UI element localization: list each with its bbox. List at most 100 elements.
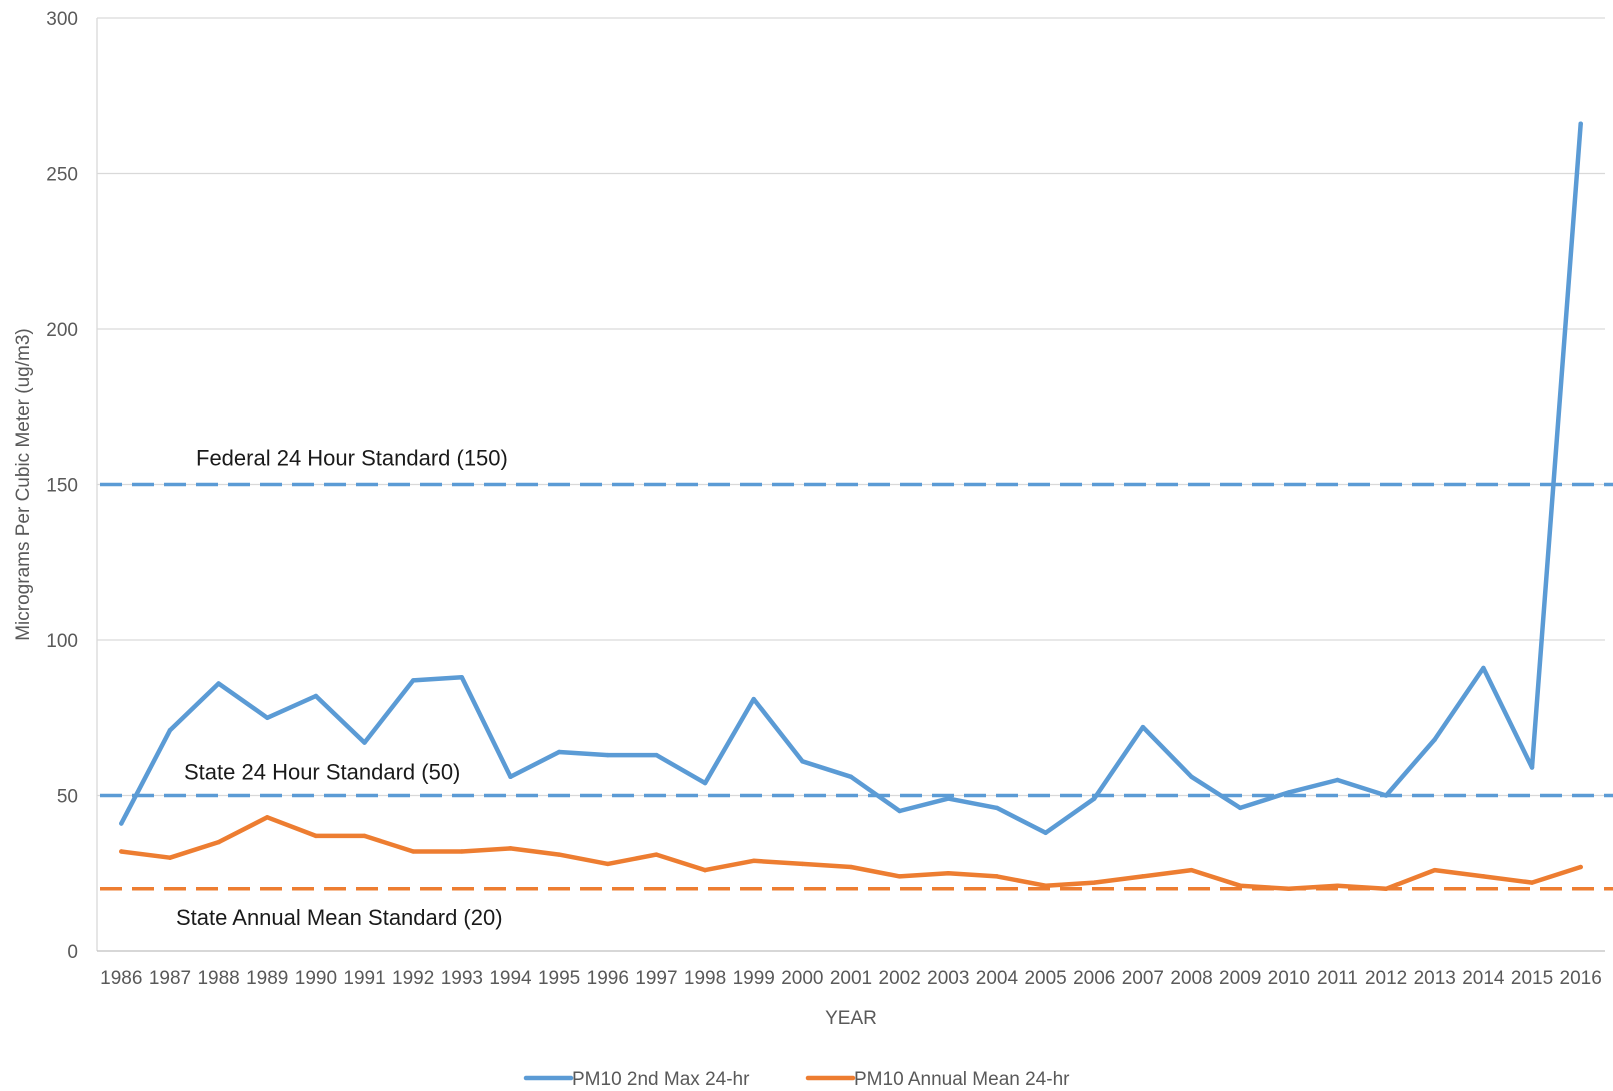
x-tick-label: 2014 bbox=[1462, 968, 1505, 989]
y-tick-label: 250 bbox=[46, 165, 78, 186]
x-axis-title: YEAR bbox=[825, 1008, 877, 1029]
x-tick-label: 1994 bbox=[489, 968, 532, 989]
data-point bbox=[946, 796, 951, 801]
x-tick-label: 2011 bbox=[1317, 968, 1358, 989]
series-line bbox=[119, 121, 1583, 836]
reference-line-label: State Annual Mean Standard (20) bbox=[176, 905, 503, 930]
data-point bbox=[654, 752, 659, 758]
reference-lines bbox=[100, 482, 1613, 891]
data-point bbox=[848, 774, 854, 780]
legend-label: PM10 2nd Max 24-hr bbox=[572, 1069, 750, 1090]
data-point bbox=[1092, 880, 1097, 885]
y-axis-title: Micrograms Per Cubic Meter (ug/m3) bbox=[13, 328, 34, 641]
y-tick-label: 200 bbox=[46, 320, 78, 341]
data-point bbox=[751, 696, 756, 702]
data-point bbox=[459, 849, 465, 854]
data-point bbox=[556, 852, 562, 857]
data-point bbox=[508, 846, 513, 851]
data-point bbox=[1237, 805, 1243, 811]
data-point bbox=[167, 727, 173, 733]
data-point bbox=[605, 861, 610, 867]
data-point bbox=[1529, 880, 1535, 885]
x-tick-label: 1990 bbox=[295, 968, 337, 989]
series-lines bbox=[119, 121, 1583, 892]
x-tick-label: 1986 bbox=[100, 968, 142, 989]
data-point bbox=[1432, 867, 1437, 873]
data-point bbox=[1140, 724, 1146, 730]
data-point bbox=[362, 740, 367, 745]
data-point bbox=[265, 715, 270, 720]
x-tick-label: 2009 bbox=[1219, 968, 1261, 989]
data-point bbox=[1286, 886, 1292, 891]
data-point bbox=[265, 815, 270, 820]
tick-labels: 0 50 100 150 200 250 300 1986 1987 1988 1989 1990 19… bbox=[46, 9, 1602, 989]
x-tick-label: 2016 bbox=[1560, 968, 1602, 989]
x-tick-label: 2003 bbox=[927, 968, 969, 989]
x-tick-label: 1992 bbox=[392, 968, 434, 989]
data-point bbox=[216, 681, 221, 686]
data-point bbox=[1043, 830, 1048, 836]
reference-line-label: State 24 Hour Standard (50) bbox=[184, 760, 460, 785]
data-point bbox=[1481, 874, 1486, 879]
data-point bbox=[1432, 737, 1437, 742]
data-point bbox=[1286, 790, 1292, 795]
y-tick-label: 300 bbox=[46, 9, 78, 30]
data-point bbox=[362, 833, 367, 839]
x-tick-label: 1996 bbox=[587, 968, 629, 989]
data-point bbox=[508, 774, 513, 780]
data-point bbox=[459, 675, 465, 680]
x-tick-label: 2007 bbox=[1122, 968, 1164, 989]
gridlines bbox=[97, 17, 1605, 797]
data-point bbox=[1383, 793, 1389, 798]
data-point bbox=[1383, 886, 1389, 891]
data-point bbox=[1189, 867, 1194, 873]
y-tick-label: 50 bbox=[57, 787, 78, 808]
legend-label: PM10 Annual Mean 24-hr bbox=[854, 1069, 1070, 1090]
series-line bbox=[119, 815, 1583, 892]
data-point bbox=[994, 874, 1000, 879]
x-tick-label: 1998 bbox=[684, 968, 726, 989]
data-point bbox=[216, 839, 221, 845]
x-tick-label: 1988 bbox=[197, 968, 239, 989]
x-tick-label: 2004 bbox=[976, 968, 1019, 989]
x-tick-label: 1993 bbox=[441, 968, 483, 989]
data-point bbox=[556, 749, 562, 755]
data-point bbox=[1335, 777, 1340, 783]
axes bbox=[96, 18, 1605, 952]
x-tick-label: 2000 bbox=[781, 968, 823, 989]
x-tick-label: 2008 bbox=[1170, 968, 1212, 989]
data-point bbox=[751, 858, 756, 864]
x-tick-label: 2012 bbox=[1365, 968, 1407, 989]
data-point bbox=[410, 678, 416, 683]
data-point bbox=[1043, 883, 1048, 888]
data-point bbox=[167, 855, 173, 860]
x-tick-label: 1995 bbox=[538, 968, 580, 989]
data-point bbox=[1578, 121, 1583, 126]
data-point bbox=[702, 780, 708, 786]
data-point bbox=[1578, 864, 1583, 870]
x-tick-label: 1997 bbox=[635, 968, 677, 989]
x-tick-label: 2002 bbox=[879, 968, 921, 989]
data-point bbox=[1481, 665, 1486, 671]
x-tick-label: 2013 bbox=[1414, 968, 1456, 989]
data-point bbox=[800, 759, 805, 764]
data-point bbox=[410, 849, 416, 854]
data-point bbox=[1092, 796, 1097, 801]
x-tick-label: 1991 bbox=[343, 968, 385, 989]
x-tick-label: 2001 bbox=[830, 968, 872, 989]
data-point bbox=[800, 861, 805, 867]
data-point bbox=[1529, 765, 1535, 770]
x-tick-label: 1999 bbox=[733, 968, 775, 989]
data-point bbox=[654, 852, 659, 857]
data-point bbox=[946, 871, 951, 876]
data-point bbox=[313, 693, 319, 699]
y-tick-label: 0 bbox=[67, 942, 78, 963]
x-tick-label: 1989 bbox=[246, 968, 288, 989]
reference-line-label: Federal 24 Hour Standard (150) bbox=[196, 446, 508, 471]
data-point bbox=[605, 752, 610, 758]
data-point bbox=[702, 867, 708, 873]
data-point bbox=[1189, 774, 1194, 780]
data-point bbox=[1237, 883, 1243, 888]
